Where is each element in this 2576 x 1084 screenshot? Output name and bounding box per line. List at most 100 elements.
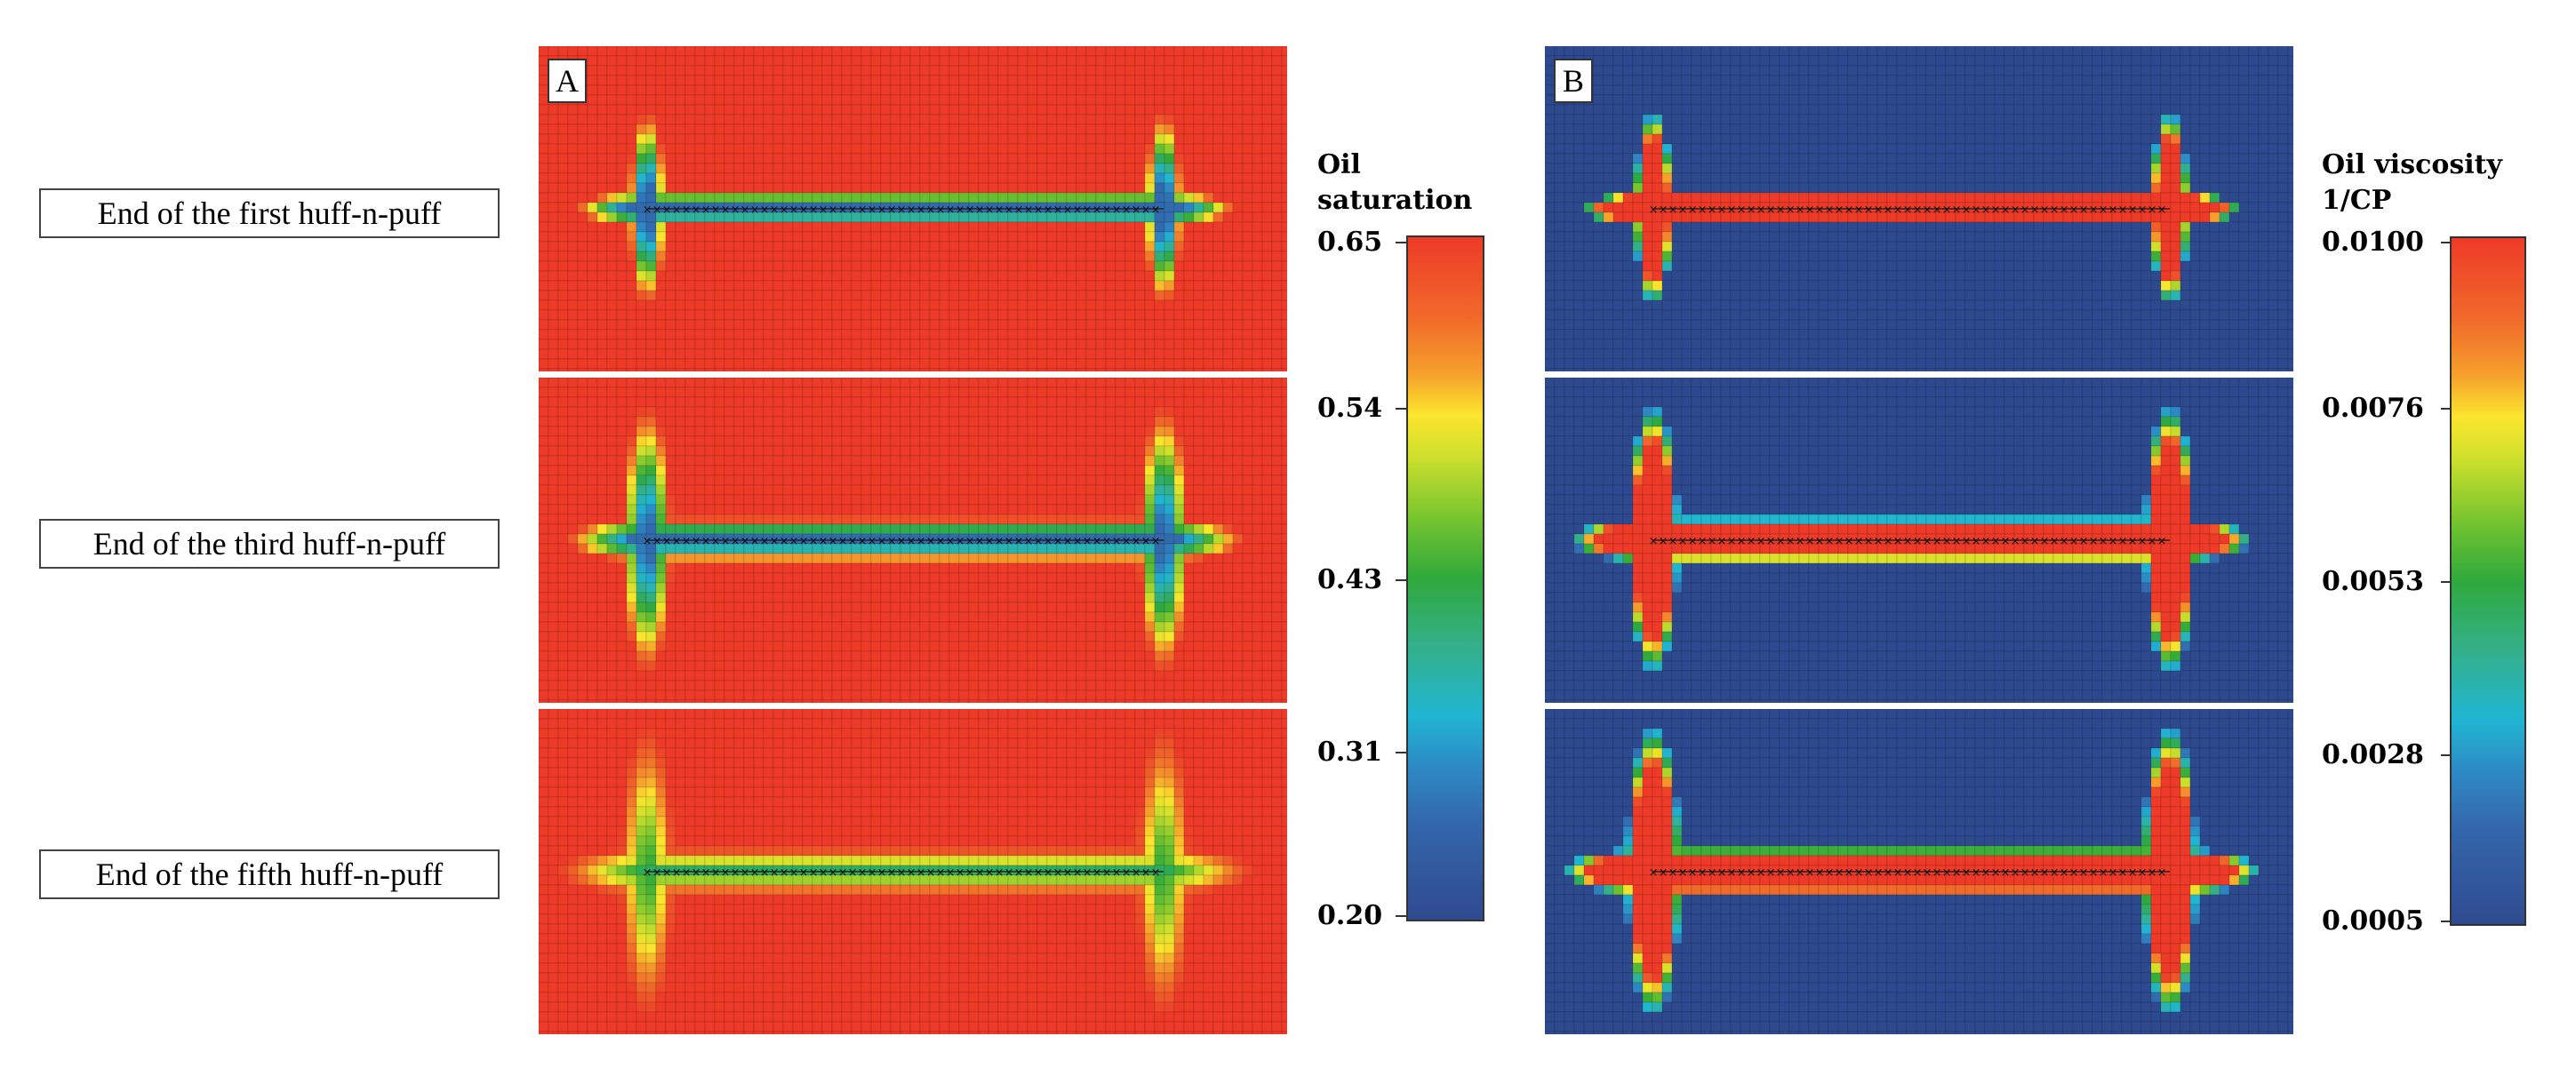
heatmap-cell [1095,611,1107,623]
heatmap-cell [1115,251,1126,262]
heatmap-cell [1076,290,1087,301]
heatmap-cell [724,299,735,311]
heatmap-cell [1242,329,1253,340]
heatmap-cell [870,514,882,525]
heatmap-cell [978,572,989,584]
heatmap-cell [919,465,931,476]
heatmap-cell [968,435,980,447]
heatmap-cell [567,543,579,554]
heatmap-cell [968,368,980,371]
heatmap-cell [665,163,676,174]
heatmap-cell [1056,94,1068,106]
heatmap-cell [919,84,931,96]
heatmap-cell [1027,641,1038,652]
heatmap-cell [733,368,745,371]
heatmap-cell [665,260,676,272]
heatmap-cell [821,104,833,116]
heatmap-cell [1115,143,1126,155]
heatmap-cell [694,270,706,282]
heatmap-cell [860,280,872,291]
well-block-mark: × [1014,203,1024,217]
heatmap-cell [1056,221,1068,233]
heatmap-cell [1095,114,1107,125]
heatmap-cell [988,192,999,203]
heatmap-cell [557,543,569,554]
heatmap-cell [948,641,960,652]
heatmap-cell [606,465,618,476]
heatmap-cell [1007,172,1019,184]
heatmap-cell [1085,309,1097,321]
heatmap-cell [988,582,999,594]
heatmap-cell [870,396,882,408]
heatmap-cell [1027,241,1038,252]
heatmap-cell [978,484,989,496]
heatmap-cell [743,290,755,301]
heatmap-cell [704,65,716,76]
heatmap-cell [812,650,823,662]
heatmap-cell [1027,572,1038,584]
heatmap-cell [1261,84,1273,96]
heatmap-cell [1144,484,1156,496]
heatmap-cell [1261,114,1273,125]
heatmap-cell [587,572,598,584]
heatmap-cell [1252,309,1263,321]
heatmap-cell [1232,650,1244,662]
heatmap-cell [1095,553,1107,564]
heatmap-cell [1261,202,1273,213]
heatmap-cell [655,621,667,633]
heatmap-cell [919,387,931,398]
heatmap-cell [1164,445,1175,457]
heatmap-cell [636,572,647,584]
heatmap-cell [929,455,940,466]
heatmap-cell [714,455,725,466]
heatmap-cell [792,445,804,457]
heatmap-cell [1085,435,1097,447]
heatmap-cell [1134,192,1146,203]
heatmap-cell [1066,611,1077,623]
heatmap-cell [772,641,784,652]
heatmap-cell [1252,484,1263,496]
heatmap-cell [763,650,774,662]
heatmap-cell [909,329,921,340]
heatmap-cell [978,396,989,408]
heatmap-cell [802,621,813,633]
heatmap-cell [587,435,598,447]
heatmap-cell [1261,455,1273,466]
heatmap-cell [1017,94,1028,106]
heatmap-cell [997,299,1009,311]
heatmap-cell [1056,602,1068,613]
heatmap-cell [596,378,608,388]
heatmap-cell [851,299,862,311]
heatmap-cell [1144,358,1156,370]
heatmap-cell [596,553,608,564]
heatmap-cell [577,329,588,340]
heatmap-cell [968,572,980,584]
heatmap-cell [587,465,598,476]
heatmap-cell [665,182,676,194]
heatmap-cell [1115,309,1126,321]
heatmap-cell [577,553,588,564]
heatmap-cell [919,494,931,506]
heatmap-cell [1066,75,1077,86]
heatmap-cell [587,670,598,681]
heatmap-cell [548,124,559,135]
heatmap-cell [636,435,647,447]
heatmap-cell [1124,46,1136,57]
heatmap-cell [626,94,637,106]
heatmap-cell [1281,299,1287,311]
heatmap-cell [929,270,940,282]
heatmap-cell [978,172,989,184]
heatmap-cell [792,426,804,437]
heatmap-cell [1115,660,1126,672]
heatmap-cell [1095,94,1107,106]
well-block-mark: × [789,203,799,217]
heatmap-cell [968,55,980,67]
heatmap-cell [753,114,764,125]
heatmap-cell [665,406,676,418]
heatmap-cell [675,611,686,623]
heatmap-cell [694,241,706,252]
heatmap-cell [1183,592,1195,603]
heatmap-cell [1242,562,1253,574]
heatmap-cell [636,426,647,437]
heatmap-cell [1164,396,1175,408]
